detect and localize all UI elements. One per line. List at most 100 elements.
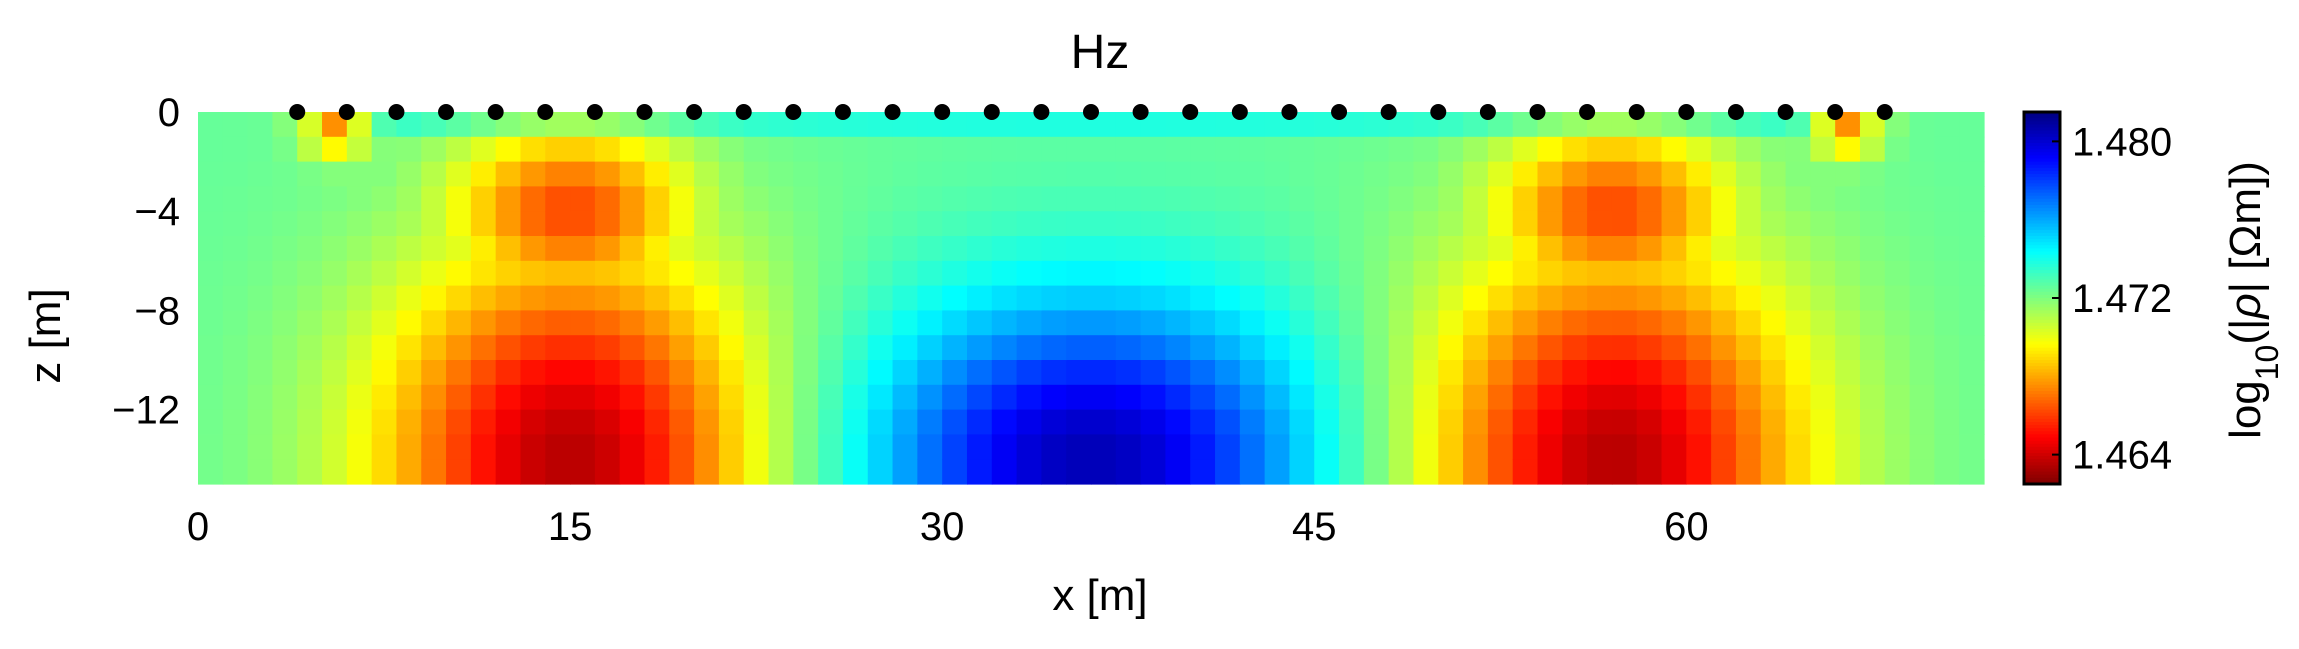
colorbar: 1.464 1.472 1.480 xyxy=(2022,110,2172,486)
heatmap-cell xyxy=(1388,409,1415,435)
heatmap-cell xyxy=(1438,360,1464,386)
y-axis: 0 −4 −8 −12 xyxy=(112,91,180,433)
electrode-marker xyxy=(1727,104,1744,120)
heatmap-cell xyxy=(1066,310,1092,336)
heatmap-cell xyxy=(619,186,646,212)
heatmap-cell xyxy=(1785,136,1811,163)
heatmap-cell xyxy=(1115,236,1142,262)
heatmap-cell xyxy=(718,459,745,485)
heatmap-cell xyxy=(1314,409,1340,435)
colorbar-segment xyxy=(2024,338,2060,342)
heatmap-cell xyxy=(470,360,497,386)
heatmap-cell xyxy=(1239,384,1266,411)
heatmap-cell xyxy=(1636,136,1663,163)
heatmap-cell xyxy=(867,434,894,460)
colorbar-segment xyxy=(2024,146,2060,150)
colorbar-segment xyxy=(2024,344,2060,349)
heatmap-cell xyxy=(1934,161,1960,187)
heatmap-cell xyxy=(198,310,224,336)
heatmap-cell xyxy=(1562,186,1588,212)
heatmap-cell xyxy=(1537,459,1563,485)
heatmap-cell xyxy=(322,335,348,361)
heatmap-cell xyxy=(1190,186,1216,212)
heatmap-cell xyxy=(1463,186,1489,212)
colorbar-segment xyxy=(2024,198,2060,203)
heatmap-cell xyxy=(1785,186,1811,212)
heatmap-cell xyxy=(1165,260,1191,287)
heatmap-cell xyxy=(1835,136,1861,163)
heatmap-cell xyxy=(1339,384,1365,411)
heatmap-cell xyxy=(1810,260,1836,287)
heatmap-cell xyxy=(222,236,249,262)
heatmap-cell xyxy=(1636,310,1663,336)
heatmap-cell xyxy=(421,285,447,311)
heatmap-cell xyxy=(619,211,646,237)
heatmap-cell xyxy=(619,285,646,311)
colorbar-segment xyxy=(2024,220,2060,225)
heatmap-cell xyxy=(1215,186,1241,212)
heatmap-cell xyxy=(594,384,621,411)
colorbar-segment xyxy=(2024,208,2060,212)
heatmap-cell xyxy=(297,161,323,187)
heatmap-cell xyxy=(1909,211,1935,237)
heatmap-cell xyxy=(297,384,323,411)
heatmap-cell xyxy=(942,285,968,311)
heatmap-cell xyxy=(1215,236,1241,262)
heatmap-cell xyxy=(570,409,596,435)
heatmap-cell xyxy=(272,236,298,262)
heatmap-cell xyxy=(520,360,546,386)
heatmap-cell xyxy=(1587,459,1613,485)
heatmap-cell xyxy=(991,285,1018,311)
colorbar-segment xyxy=(2024,322,2060,327)
heatmap-cell xyxy=(768,310,794,336)
heatmap-cell xyxy=(1314,459,1340,485)
heatmap-cell xyxy=(1959,285,1985,311)
heatmap-cell xyxy=(1190,260,1216,287)
heatmap-cell xyxy=(694,260,720,287)
colorbar-segment xyxy=(2024,291,2060,296)
colorbar-segment xyxy=(2024,232,2060,237)
heatmap-cell xyxy=(1959,459,1985,485)
heatmap-cell xyxy=(942,310,968,336)
heatmap-cell xyxy=(594,459,621,485)
heatmap-cell xyxy=(1785,384,1811,411)
heatmap-cell xyxy=(371,260,398,287)
heatmap-cell xyxy=(371,409,398,435)
y-tick-label: 0 xyxy=(158,91,180,135)
heatmap-cell xyxy=(1859,211,1886,237)
heatmap-cell xyxy=(396,310,422,336)
colorbar-segment xyxy=(2024,127,2060,132)
heatmap-cell xyxy=(346,285,373,311)
heatmap-cell xyxy=(1711,136,1737,163)
heatmap-cell xyxy=(867,335,894,361)
heatmap-cell xyxy=(247,260,274,287)
heatmap-cell xyxy=(545,310,571,336)
heatmap-cell xyxy=(1066,434,1092,460)
heatmap-cell xyxy=(396,384,422,411)
heatmap-cell xyxy=(1611,186,1638,212)
heatmap-cell xyxy=(1463,409,1489,435)
heatmap-cell xyxy=(1264,236,1291,262)
heatmap-cell xyxy=(917,211,943,237)
heatmap-cell xyxy=(1091,434,1117,460)
heatmap-cell xyxy=(470,236,497,262)
heatmap-cell xyxy=(322,409,348,435)
heatmap-cell xyxy=(495,285,522,311)
heatmap-cell xyxy=(1016,434,1042,460)
heatmap-cell xyxy=(346,409,373,435)
heatmap-cell xyxy=(619,161,646,187)
heatmap-cell xyxy=(520,434,546,460)
heatmap-cell xyxy=(1314,211,1340,237)
heatmap-cell xyxy=(594,360,621,386)
heatmap-cell xyxy=(1909,459,1935,485)
heatmap-cell xyxy=(818,260,844,287)
heatmap-cell xyxy=(495,211,522,237)
heatmap-cell xyxy=(1884,285,1911,311)
heatmap-cell xyxy=(371,161,398,187)
heatmap-cell xyxy=(1016,459,1042,485)
heatmap-cell xyxy=(1661,186,1687,212)
heatmap-cell xyxy=(1884,434,1911,460)
heatmap-cell xyxy=(818,161,844,187)
heatmap-cell xyxy=(1859,434,1886,460)
heatmap-cell xyxy=(1041,211,1067,237)
